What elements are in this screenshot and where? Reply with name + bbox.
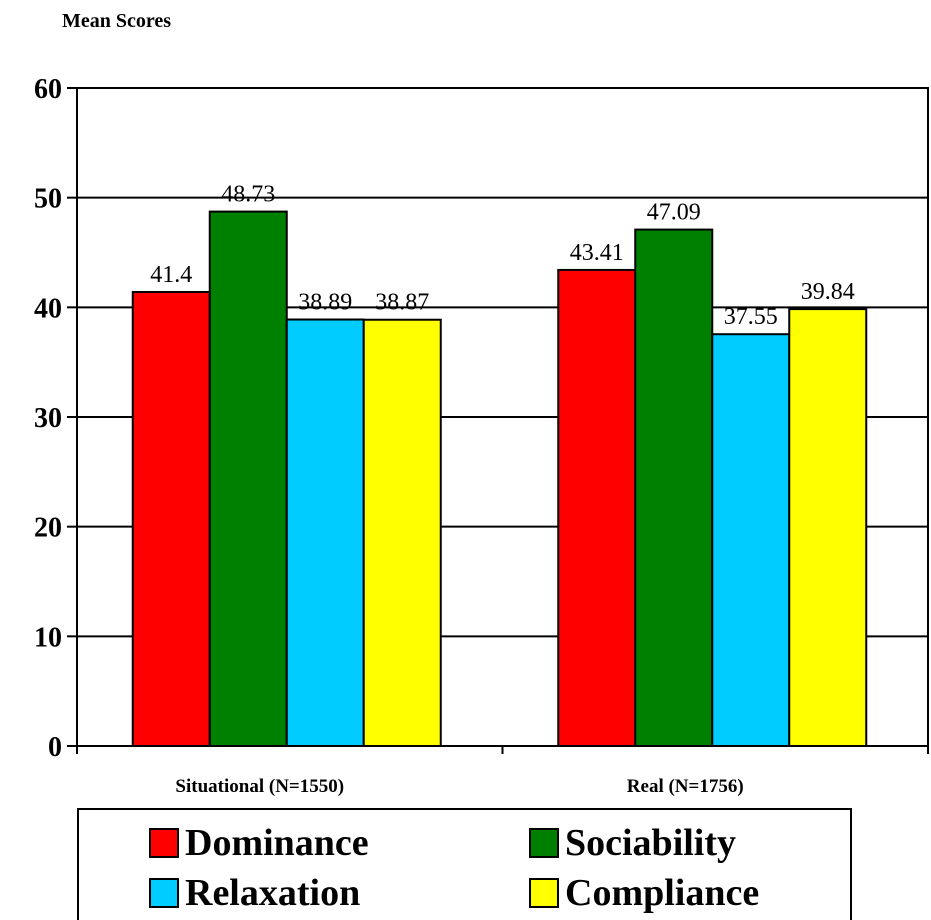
bar-dominance-1 (557, 268, 637, 747)
data-label-relaxation-1: 37.55 (724, 304, 778, 330)
y-tick-label-30: 30 (34, 403, 62, 434)
data-label-sociability-0: 48.73 (221, 182, 275, 208)
data-label-sociability-1: 47.09 (647, 200, 701, 226)
data-label-relaxation-0: 38.89 (298, 290, 352, 316)
legend-item-compliance: Compliance (529, 874, 759, 912)
data-label-compliance-0: 38.87 (375, 290, 429, 316)
bar-chart: 0 10 20 30 40 50 60 41.4 48.73 38.89 38.87 Situatio… (34, 74, 929, 797)
y-tick-label-10: 10 (34, 622, 62, 653)
bar-dominance-0 (131, 290, 211, 747)
y-tick-label-0: 0 (48, 732, 62, 763)
bar-relaxation-1 (711, 333, 791, 747)
y-axis-title: Mean Scores (62, 10, 172, 32)
chart-legend: Dominance Sociability Relaxation Complia… (77, 808, 852, 920)
legend-item-sociability: Sociability (529, 824, 736, 862)
y-tick-label-20: 20 (34, 513, 62, 544)
y-tick-label-40: 40 (34, 293, 62, 324)
data-label-dominance-1: 43.41 (570, 240, 624, 266)
legend-swatch-compliance (529, 878, 559, 908)
legend-swatch-dominance (149, 828, 179, 858)
bar-sociability-1 (634, 228, 714, 748)
data-label-compliance-1: 39.84 (801, 279, 855, 305)
y-tick-label-60: 60 (34, 74, 62, 105)
bar-sociability-0 (208, 210, 288, 747)
legend-swatch-relaxation (149, 878, 179, 908)
data-label-dominance-0: 41.4 (150, 262, 192, 288)
legend-item-dominance: Dominance (149, 824, 369, 862)
bar-relaxation-0 (285, 318, 365, 747)
x-tick-label-1: Real (N=1756) (627, 776, 744, 797)
legend-label-relaxation: Relaxation (185, 872, 361, 914)
x-tick-label-0: Situational (N=1550) (175, 776, 344, 797)
bar-compliance-0 (362, 318, 442, 747)
y-tick-label-50: 50 (34, 184, 62, 215)
legend-label-sociability: Sociability (565, 822, 737, 864)
legend-label-dominance: Dominance (185, 822, 369, 864)
legend-swatch-sociability (529, 828, 559, 858)
legend-label-compliance: Compliance (565, 872, 760, 914)
bar-compliance-1 (788, 308, 868, 747)
legend-item-relaxation: Relaxation (149, 874, 360, 912)
